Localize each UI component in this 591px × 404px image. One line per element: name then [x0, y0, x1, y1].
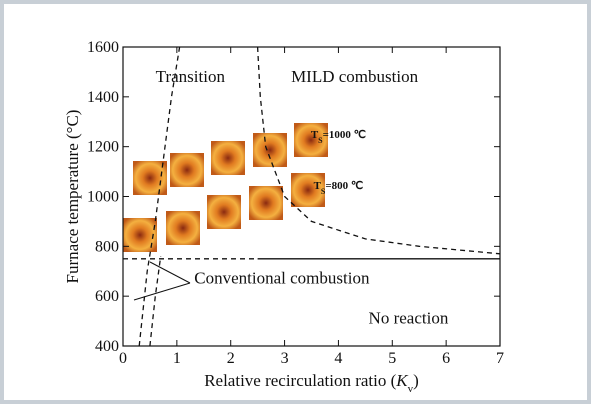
x-axis-label-part: K: [395, 371, 409, 390]
photo: [170, 153, 204, 187]
pointer-lines: [133, 261, 191, 301]
annotation-part: S: [318, 135, 323, 144]
annotation-part: Transition: [156, 67, 226, 86]
annotation-part: T: [314, 180, 322, 192]
x-tick-label: 3: [281, 350, 289, 367]
annotation-part: MILD combustion: [291, 67, 419, 86]
photo: [207, 195, 241, 229]
photo: [211, 141, 245, 175]
photo: [294, 123, 328, 157]
x-tick-label: 5: [388, 350, 396, 367]
photo: [291, 173, 325, 207]
annotation-part: T: [311, 129, 319, 141]
boundary-line: [138, 46, 181, 347]
x-tick-label: 2: [227, 350, 235, 367]
y-tick-label: 800: [95, 238, 119, 255]
pointer: [149, 261, 191, 284]
y-tick-label: 1600: [87, 39, 119, 56]
annotation: Transition: [156, 67, 226, 86]
annotation: TS=800 ℃: [314, 180, 364, 196]
annotation-part: S: [321, 187, 326, 196]
photo: [123, 218, 157, 252]
x-tick-label: 1: [173, 350, 181, 367]
y-tick-label: 1200: [87, 139, 119, 156]
y-tick-label: 1000: [87, 189, 119, 206]
x-axis-label-part: Relative recirculation ratio (: [204, 371, 396, 390]
x-tick-label: 0: [119, 350, 127, 367]
y-tick-label: 1400: [87, 89, 119, 106]
y-tick-label: 400: [95, 338, 119, 355]
annotation-part: Conventional combustion: [194, 269, 370, 288]
annotation: MILD combustion: [291, 67, 419, 86]
photo: [133, 161, 167, 195]
pointer: [133, 282, 191, 301]
x-tick-label: 7: [496, 350, 504, 367]
annotation-part: =1000 ℃: [323, 129, 366, 141]
boundary-line: [149, 256, 162, 347]
x-axis-label: Relative recirculation ratio (Kv): [204, 371, 419, 395]
annotation-part: =800 ℃: [325, 180, 363, 192]
annotation: No reaction: [369, 309, 449, 328]
x-tick-label: 4: [334, 350, 342, 367]
y-axis-label: Furnace temperature (°C): [63, 110, 82, 284]
photo: [253, 133, 287, 167]
x-axis-label-part: v: [408, 383, 414, 395]
y-tick-label: 600: [95, 288, 119, 305]
annotation: TS=1000 ℃: [311, 129, 366, 145]
boundary-line: [256, 46, 501, 255]
photo: [249, 186, 283, 220]
photo: [166, 211, 200, 245]
annotation-part: No reaction: [369, 309, 449, 328]
annotation: Conventional combustion: [194, 269, 370, 288]
x-axis-label-part: ): [413, 371, 419, 390]
x-tick-label: 6: [442, 350, 450, 367]
